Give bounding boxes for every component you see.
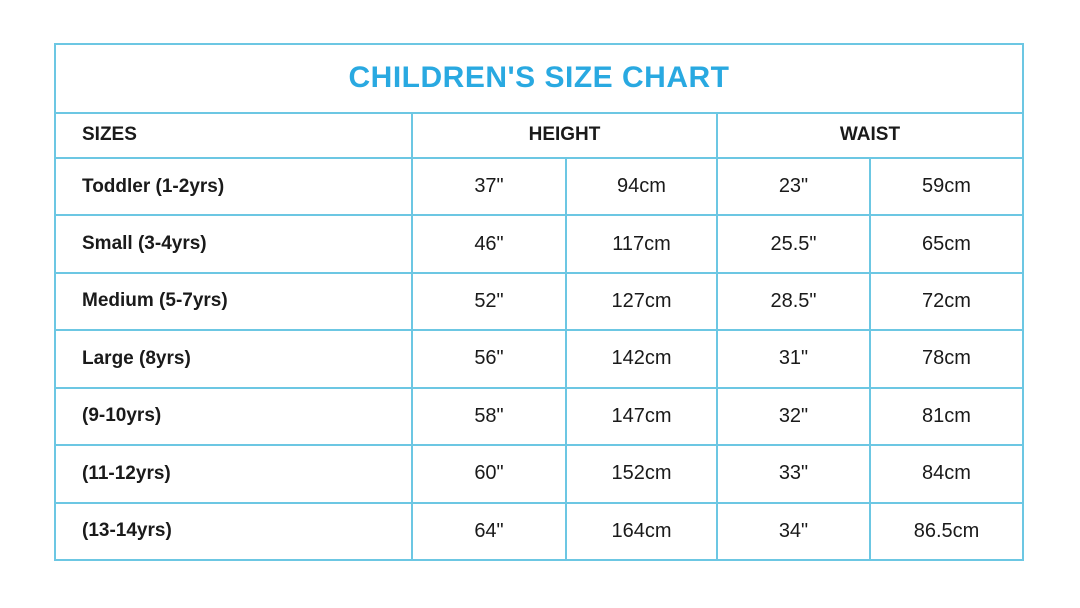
height-inches-value: 64" bbox=[411, 501, 567, 561]
height-cm-value: 94cm bbox=[565, 156, 718, 217]
height-cm-value: 147cm bbox=[565, 386, 718, 447]
size-label: (13-14yrs) bbox=[54, 501, 413, 561]
height-cm-value: 127cm bbox=[565, 271, 718, 332]
table-row: Toddler (1-2yrs) 37" 94cm 23" 59cm bbox=[54, 156, 1025, 217]
waist-inches-value: 33" bbox=[716, 444, 871, 504]
height-cm-value: 164cm bbox=[565, 501, 718, 561]
size-table-body: CHILDREN'S SIZE CHART SIZES HEIGHT WAIST… bbox=[53, 43, 1025, 561]
height-inches-value: 52" bbox=[411, 271, 567, 332]
waist-cm-value: 78cm bbox=[868, 329, 1025, 389]
page-title: CHILDREN'S SIZE CHART bbox=[348, 61, 730, 95]
waist-cm-value: 59cm bbox=[868, 156, 1025, 217]
size-chart-table: CHILDREN'S SIZE CHART SIZES HEIGHT WAIST… bbox=[53, 43, 1025, 561]
size-label: Toddler (1-2yrs) bbox=[54, 156, 413, 217]
height-inches-value: 56" bbox=[411, 329, 567, 389]
column-header-sizes: SIZES bbox=[54, 111, 413, 159]
waist-inches-value: 23" bbox=[716, 156, 871, 217]
size-label: (9-10yrs) bbox=[54, 386, 413, 447]
height-inches-value: 46" bbox=[411, 214, 567, 274]
waist-cm-value: 84cm bbox=[868, 444, 1025, 504]
size-label: (11-12yrs) bbox=[54, 444, 413, 504]
size-chart: CHILDREN'S SIZE CHART SIZES HEIGHT WAIST… bbox=[53, 43, 1025, 561]
waist-inches-value: 32" bbox=[716, 386, 871, 447]
height-inches-value: 60" bbox=[411, 444, 567, 504]
waist-inches-value: 31" bbox=[716, 329, 871, 389]
size-label: Medium (5-7yrs) bbox=[54, 271, 413, 332]
table-row: (11-12yrs) 60" 152cm 33" 84cm bbox=[54, 444, 1025, 504]
waist-cm-value: 86.5cm bbox=[868, 501, 1025, 561]
waist-cm-value: 81cm bbox=[868, 386, 1025, 447]
table-row: (13-14yrs) 64" 164cm 34" 86.5cm bbox=[54, 501, 1025, 561]
column-header-height: HEIGHT bbox=[411, 111, 718, 159]
table-row: Medium (5-7yrs) 52" 127cm 28.5" 72cm bbox=[54, 271, 1025, 332]
height-inches-value: 37" bbox=[411, 156, 567, 217]
height-cm-value: 117cm bbox=[565, 214, 718, 274]
waist-cm-value: 65cm bbox=[868, 214, 1025, 274]
height-cm-value: 152cm bbox=[565, 444, 718, 504]
waist-inches-value: 28.5" bbox=[716, 271, 871, 332]
column-header-row: SIZES HEIGHT WAIST bbox=[54, 111, 1025, 159]
table-row: Small (3-4yrs) 46" 117cm 25.5" 65cm bbox=[54, 214, 1025, 274]
waist-inches-value: 25.5" bbox=[716, 214, 871, 274]
table-row: Large (8yrs) 56" 142cm 31" 78cm bbox=[54, 329, 1025, 389]
waist-cm-value: 72cm bbox=[868, 271, 1025, 332]
size-label: Small (3-4yrs) bbox=[54, 214, 413, 274]
height-inches-value: 58" bbox=[411, 386, 567, 447]
title-row: CHILDREN'S SIZE CHART bbox=[53, 43, 1025, 114]
height-cm-value: 142cm bbox=[565, 329, 718, 389]
table-row: (9-10yrs) 58" 147cm 32" 81cm bbox=[54, 386, 1025, 447]
size-label: Large (8yrs) bbox=[54, 329, 413, 389]
column-header-waist: WAIST bbox=[715, 111, 1025, 159]
waist-inches-value: 34" bbox=[716, 501, 871, 561]
